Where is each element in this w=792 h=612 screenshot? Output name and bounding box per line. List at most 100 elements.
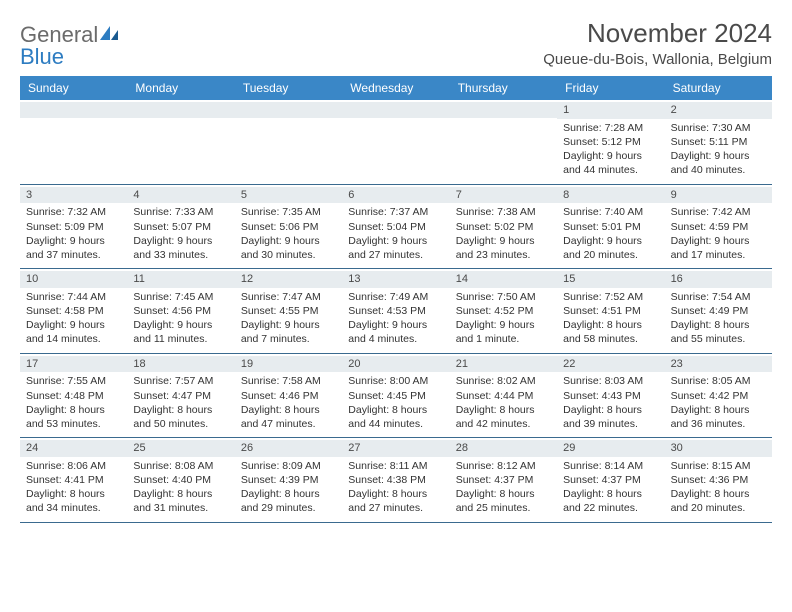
logo-sail-icon [100,24,120,46]
daylight-text: Daylight: 9 hours and 4 minutes. [348,318,443,346]
sunset-text: Sunset: 4:42 PM [671,389,766,403]
day-cell [20,100,127,184]
weeks-container: 1 Sunrise: 7:28 AMSunset: 5:12 PM Daylight… [20,100,772,523]
sunset-text: Sunset: 4:47 PM [133,389,228,403]
daylight-text: Daylight: 8 hours and 25 minutes. [456,487,551,515]
sunrise-text: Sunrise: 7:57 AM [133,374,228,388]
daylight-text: Daylight: 8 hours and 20 minutes. [671,487,766,515]
day-cell: 13Sunrise: 7:49 AMSunset: 4:53 PMDayligh… [342,269,449,353]
sunset-text: Sunset: 4:43 PM [563,389,658,403]
sunrise-text: Sunrise: 7:40 AM [563,205,658,219]
calendar-page: General Blue November 2024 Queue-du-Bois… [0,0,792,533]
day-number: 10 [20,271,127,288]
sunrise-text: Sunrise: 7:58 AM [241,374,336,388]
day-header-row: Sunday Monday Tuesday Wednesday Thursday… [20,76,772,100]
daylight-text: Daylight: 9 hours and 14 minutes. [26,318,121,346]
day-number: 3 [20,187,127,204]
sunrise-text: Sunrise: 7:38 AM [456,205,551,219]
sunrise-text: Sunrise: 7:35 AM [241,205,336,219]
sunset-text: Sunset: 4:46 PM [241,389,336,403]
sunset-text: Sunset: 5:06 PM [241,220,336,234]
week-row: 17Sunrise: 7:55 AMSunset: 4:48 PM Dayligh… [20,354,772,439]
day-cell: 18Sunrise: 7:57 AMSunset: 4:47 PMDayligh… [127,354,234,438]
sunrise-text: Sunrise: 7:55 AM [26,374,121,388]
day-cell: 16 Sunrise: 7:54 AMSunset: 4:49 PMDayligh… [665,269,772,353]
calendar: Sunday Monday Tuesday Wednesday Thursday… [20,76,772,523]
daylight-text: Daylight: 8 hours and 50 minutes. [133,403,228,431]
week-row: 3Sunrise: 7:32 AMSunset: 5:09 PMDaylight… [20,185,772,270]
location: Queue-du-Bois, Wallonia, Belgium [543,51,772,68]
sunset-text: Sunset: 5:04 PM [348,220,443,234]
sunrise-text: Sunrise: 8:06 AM [26,459,121,473]
sunrise-text: Sunrise: 7:30 AM [671,121,766,135]
daylight-text: Daylight: 8 hours and 55 minutes. [671,318,766,346]
daylight-text: Daylight: 8 hours and 29 minutes. [241,487,336,515]
day-number: 11 [127,271,234,288]
sunrise-text: Sunrise: 8:02 AM [456,374,551,388]
day-number: 30 [665,440,772,457]
day-cell: 24Sunrise: 8:06 AMSunset: 4:41 PMDayligh… [20,438,127,522]
day-number: 20 [342,356,449,373]
sunrise-text: Sunrise: 7:33 AM [133,205,228,219]
week-row: 1Sunrise: 7:28 AMSunset: 5:12 PMDaylight… [20,100,772,185]
sunset-text: Sunset: 4:53 PM [348,304,443,318]
sunrise-text: Sunrise: 7:45 AM [133,290,228,304]
day-cell: 6Sunrise: 7:37 AMSunset: 5:04 PMDaylight… [342,185,449,269]
day-number: 24 [20,440,127,457]
day-cell: 12Sunrise: 7:47 AMSunset: 4:55 PMDayligh… [235,269,342,353]
sunset-text: Sunset: 5:11 PM [671,135,766,149]
sunrise-text: Sunrise: 7:54 AM [671,290,766,304]
day-number: 4 [127,187,234,204]
day-header: Thursday [450,76,557,100]
logo: General Blue [20,18,120,68]
sunrise-text: Sunrise: 8:03 AM [563,374,658,388]
day-number: 17 [20,356,127,373]
sunset-text: Sunset: 4:40 PM [133,473,228,487]
day-number [20,102,127,118]
sunrise-text: Sunrise: 8:09 AM [241,459,336,473]
header: General Blue November 2024 Queue-du-Bois… [20,18,772,68]
sunset-text: Sunset: 4:58 PM [26,304,121,318]
day-number: 7 [450,187,557,204]
sunset-text: Sunset: 5:02 PM [456,220,551,234]
day-number: 2 [665,102,772,119]
sunrise-text: Sunrise: 7:42 AM [671,205,766,219]
daylight-text: Daylight: 8 hours and 47 minutes. [241,403,336,431]
day-number: 23 [665,356,772,373]
day-cell [235,100,342,184]
day-number [450,102,557,118]
sunrise-text: Sunrise: 7:47 AM [241,290,336,304]
sunset-text: Sunset: 4:48 PM [26,389,121,403]
day-number: 16 [665,271,772,288]
day-number: 26 [235,440,342,457]
daylight-text: Daylight: 9 hours and 17 minutes. [671,234,766,262]
daylight-text: Daylight: 9 hours and 37 minutes. [26,234,121,262]
day-number: 28 [450,440,557,457]
daylight-text: Daylight: 9 hours and 30 minutes. [241,234,336,262]
day-number: 15 [557,271,664,288]
daylight-text: Daylight: 9 hours and 11 minutes. [133,318,228,346]
sunset-text: Sunset: 4:55 PM [241,304,336,318]
day-cell: 29Sunrise: 8:14 AMSunset: 4:37 PMDayligh… [557,438,664,522]
sunset-text: Sunset: 4:56 PM [133,304,228,318]
sunset-text: Sunset: 4:44 PM [456,389,551,403]
sunrise-text: Sunrise: 7:28 AM [563,121,658,135]
day-number: 9 [665,187,772,204]
daylight-text: Daylight: 8 hours and 44 minutes. [348,403,443,431]
sunrise-text: Sunrise: 8:05 AM [671,374,766,388]
day-cell: 21Sunrise: 8:02 AMSunset: 4:44 PMDayligh… [450,354,557,438]
sunset-text: Sunset: 4:49 PM [671,304,766,318]
day-cell: 22Sunrise: 8:03 AMSunset: 4:43 PMDayligh… [557,354,664,438]
day-number: 1 [557,102,664,119]
daylight-text: Daylight: 8 hours and 27 minutes. [348,487,443,515]
day-cell: 2Sunrise: 7:30 AMSunset: 5:11 PMDaylight… [665,100,772,184]
day-cell: 20Sunrise: 8:00 AMSunset: 4:45 PMDayligh… [342,354,449,438]
month-title: November 2024 [543,18,772,49]
daylight-text: Daylight: 9 hours and 23 minutes. [456,234,551,262]
sunset-text: Sunset: 5:12 PM [563,135,658,149]
sunrise-text: Sunrise: 7:50 AM [456,290,551,304]
day-cell: 25Sunrise: 8:08 AMSunset: 4:40 PMDayligh… [127,438,234,522]
sunset-text: Sunset: 4:41 PM [26,473,121,487]
day-number: 29 [557,440,664,457]
sunrise-text: Sunrise: 7:44 AM [26,290,121,304]
